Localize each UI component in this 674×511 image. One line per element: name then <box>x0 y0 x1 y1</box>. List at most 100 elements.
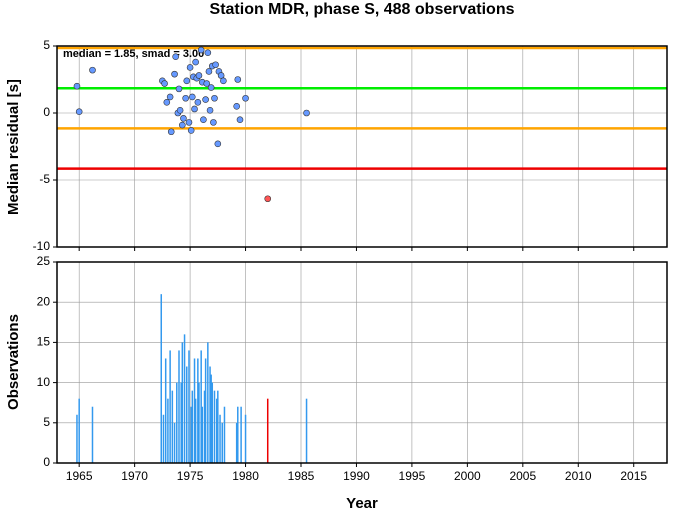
y-tick-label: -10 <box>33 239 51 253</box>
point <box>161 80 168 87</box>
y-tick-label: 0 <box>43 455 50 469</box>
bar <box>221 422 224 463</box>
point <box>189 93 196 101</box>
bar <box>173 422 176 463</box>
y-tick-label: 25 <box>37 254 51 268</box>
point <box>214 140 222 148</box>
point <box>166 93 174 101</box>
y-axis-label: Median residual [s] <box>5 79 22 215</box>
chart-title: Station MDR, phase S, 488 observations <box>210 1 515 18</box>
y-tick-label: 5 <box>43 415 50 429</box>
point <box>195 72 203 79</box>
point <box>75 108 83 115</box>
y-tick-label: 0 <box>43 105 50 119</box>
point <box>179 121 186 129</box>
bar <box>198 382 200 463</box>
plot-frame <box>56 261 668 464</box>
point <box>171 70 178 78</box>
point <box>197 46 205 54</box>
bar <box>193 358 196 463</box>
x-tick-label: 1975 <box>177 469 204 483</box>
bar <box>305 398 308 463</box>
bar <box>76 414 78 463</box>
point <box>175 85 183 93</box>
bar <box>160 294 163 463</box>
y-axis-label: Observations <box>5 314 22 410</box>
point <box>264 195 272 203</box>
point <box>211 94 218 102</box>
point <box>183 77 191 85</box>
bar <box>180 382 182 463</box>
bar <box>183 334 186 463</box>
point <box>194 98 202 106</box>
bar <box>162 414 165 463</box>
bar <box>235 422 238 463</box>
point <box>192 58 199 66</box>
x-axis-label: Year <box>346 495 378 511</box>
x-tick-label: 1970 <box>121 469 148 483</box>
bar <box>201 406 204 463</box>
bar <box>78 398 80 463</box>
y-tick-label: 20 <box>37 294 51 308</box>
bar <box>164 358 167 463</box>
point <box>186 64 194 71</box>
bar <box>91 406 94 463</box>
point <box>191 105 198 113</box>
point <box>167 128 175 136</box>
plot-frame <box>56 45 668 248</box>
y-tick-label: 5 <box>43 38 50 52</box>
x-tick-label: 1965 <box>66 469 93 483</box>
bar <box>210 374 212 463</box>
bar <box>244 414 247 463</box>
point <box>185 119 193 126</box>
point <box>236 116 244 123</box>
point <box>89 66 96 74</box>
bar <box>171 390 174 463</box>
bar <box>191 390 194 463</box>
y-tick-label: -5 <box>39 172 50 186</box>
x-tick-label: 2015 <box>620 469 647 483</box>
bar <box>188 350 190 463</box>
point <box>172 53 179 61</box>
bar <box>211 382 214 463</box>
x-tick-label: 1990 <box>343 469 370 483</box>
point <box>203 80 211 87</box>
y-tick-label: 15 <box>37 335 51 349</box>
point <box>207 84 215 91</box>
point <box>303 109 310 117</box>
bar <box>197 358 199 463</box>
bar <box>178 350 180 463</box>
point <box>212 61 219 69</box>
bar <box>223 406 226 463</box>
x-tick-label: 2010 <box>565 469 592 483</box>
point <box>242 94 249 102</box>
bar <box>240 406 242 463</box>
point <box>182 94 189 102</box>
point <box>176 107 184 114</box>
bar <box>215 398 218 463</box>
bar <box>190 406 192 463</box>
point <box>163 98 171 106</box>
bar <box>237 406 239 463</box>
bar <box>176 382 178 463</box>
point <box>180 115 187 122</box>
point <box>202 96 209 103</box>
point <box>187 127 195 134</box>
point <box>210 119 217 126</box>
bar <box>200 350 202 463</box>
x-tick-label: 1985 <box>288 469 315 483</box>
bar <box>194 398 197 463</box>
point <box>234 76 242 83</box>
point <box>233 103 240 110</box>
point <box>200 116 207 123</box>
point <box>206 107 214 114</box>
point <box>204 49 212 57</box>
x-tick-label: 2005 <box>509 469 536 483</box>
bar <box>219 414 221 463</box>
point <box>73 82 81 90</box>
annotation: median = 1.85, smad = 3.00 <box>63 48 204 60</box>
bar <box>266 398 269 463</box>
point <box>220 77 227 85</box>
